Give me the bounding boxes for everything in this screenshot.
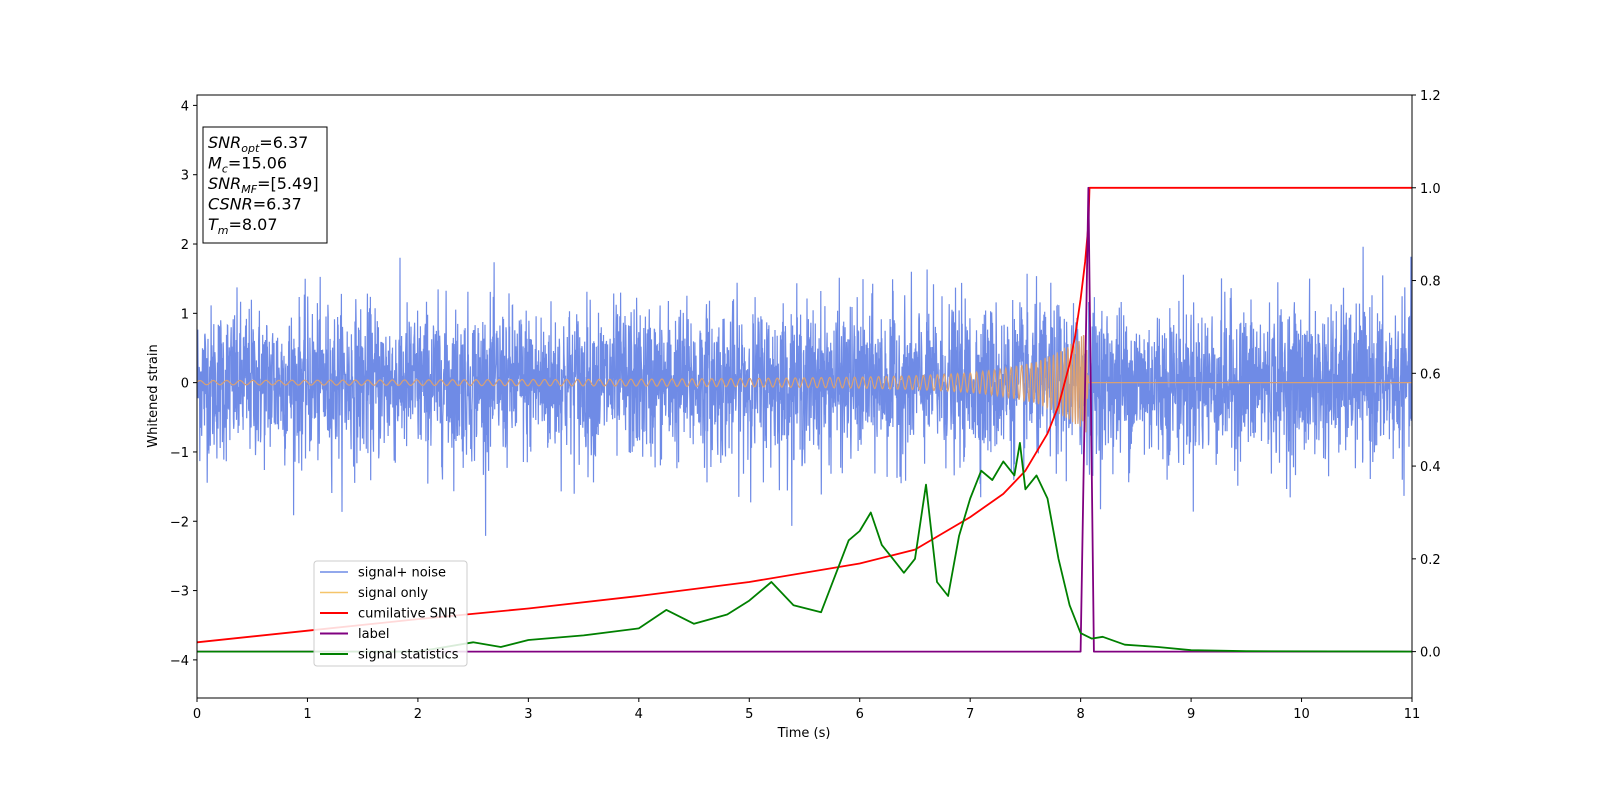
- y2-tick-label: 0.0: [1420, 646, 1441, 661]
- y2-tick-label: 1.0: [1420, 182, 1441, 197]
- legend-label-cumilative-snr: cumilative SNR: [358, 607, 457, 622]
- plot-area: [197, 186, 1412, 653]
- annotation-line: CSNR=6.37: [208, 195, 302, 214]
- annotation-line: SNRopt=6.37: [208, 133, 308, 155]
- legend-label-signal-statistics: signal statistics: [358, 648, 459, 663]
- x-tick-label: 7: [966, 707, 974, 722]
- annotation-box: SNRopt=6.37Mc=15.06SNRMF=[5.49]CSNR=6.37…: [202, 126, 328, 244]
- y2-tick-label: 0.2: [1420, 553, 1441, 568]
- y-axis-label: Whitened strain: [146, 344, 161, 447]
- x-tick-label: 10: [1293, 707, 1310, 722]
- y-axis-left: −4 −3 −2 −1 0 1 2 3 4: [170, 99, 197, 669]
- plot-frame: [196, 94, 1413, 699]
- annotation-line: Mc=15.06: [208, 154, 287, 176]
- x-tick-label: 5: [745, 707, 753, 722]
- y-tick-label: −4: [170, 654, 189, 669]
- series-signal-noise-line: [197, 246, 1412, 536]
- y-tick-label: −3: [170, 585, 189, 600]
- x-tick-label: 11: [1404, 707, 1421, 722]
- legend-label-signal-noise: signal+ noise: [358, 566, 446, 581]
- series-signal-only-line: [197, 335, 1412, 433]
- y-tick-label: 2: [181, 238, 189, 253]
- x-tick-label: 1: [303, 707, 311, 722]
- legend-label-label: label: [358, 627, 389, 642]
- legend-label-signal-only: signal only: [358, 586, 428, 601]
- x-tick-label: 4: [635, 707, 643, 722]
- x-tick-label: 6: [856, 707, 864, 722]
- y2-tick-label: 0.8: [1420, 275, 1441, 290]
- x-axis: 0 1 2 3 4 5 6 7 8 9 10 11: [193, 698, 1420, 722]
- y-tick-label: 3: [181, 169, 189, 184]
- y-tick-label: 4: [181, 99, 189, 114]
- y2-tick-label: 1.2: [1420, 89, 1441, 104]
- x-tick-label: 3: [524, 707, 532, 722]
- y-tick-label: 1: [181, 307, 189, 322]
- x-tick-label: 8: [1076, 707, 1084, 722]
- x-tick-label: 9: [1187, 707, 1195, 722]
- y-axis-right: 0.0 0.2 0.4 0.6 0.8 1.0 1.2: [1412, 89, 1441, 661]
- series-label-line: [197, 186, 1412, 653]
- x-tick-label: 0: [193, 707, 201, 722]
- y2-tick-label: 0.6: [1420, 367, 1441, 382]
- y-tick-label: −1: [170, 446, 189, 461]
- y2-tick-label: 0.4: [1420, 460, 1441, 475]
- series-cumilative-snr-line: [197, 186, 1412, 644]
- series-signal-statistics-line: [197, 442, 1412, 653]
- annotation-line: SNRMF=[5.49]: [208, 174, 319, 196]
- y-tick-label: −2: [170, 515, 189, 530]
- x-tick-label: 2: [414, 707, 422, 722]
- x-axis-label: Time (s): [777, 726, 831, 741]
- legend: signal+ noise signal only cumilative SNR la…: [313, 560, 468, 667]
- annotation-line: Tm=8.07: [208, 215, 278, 237]
- y-tick-label: 0: [181, 377, 189, 392]
